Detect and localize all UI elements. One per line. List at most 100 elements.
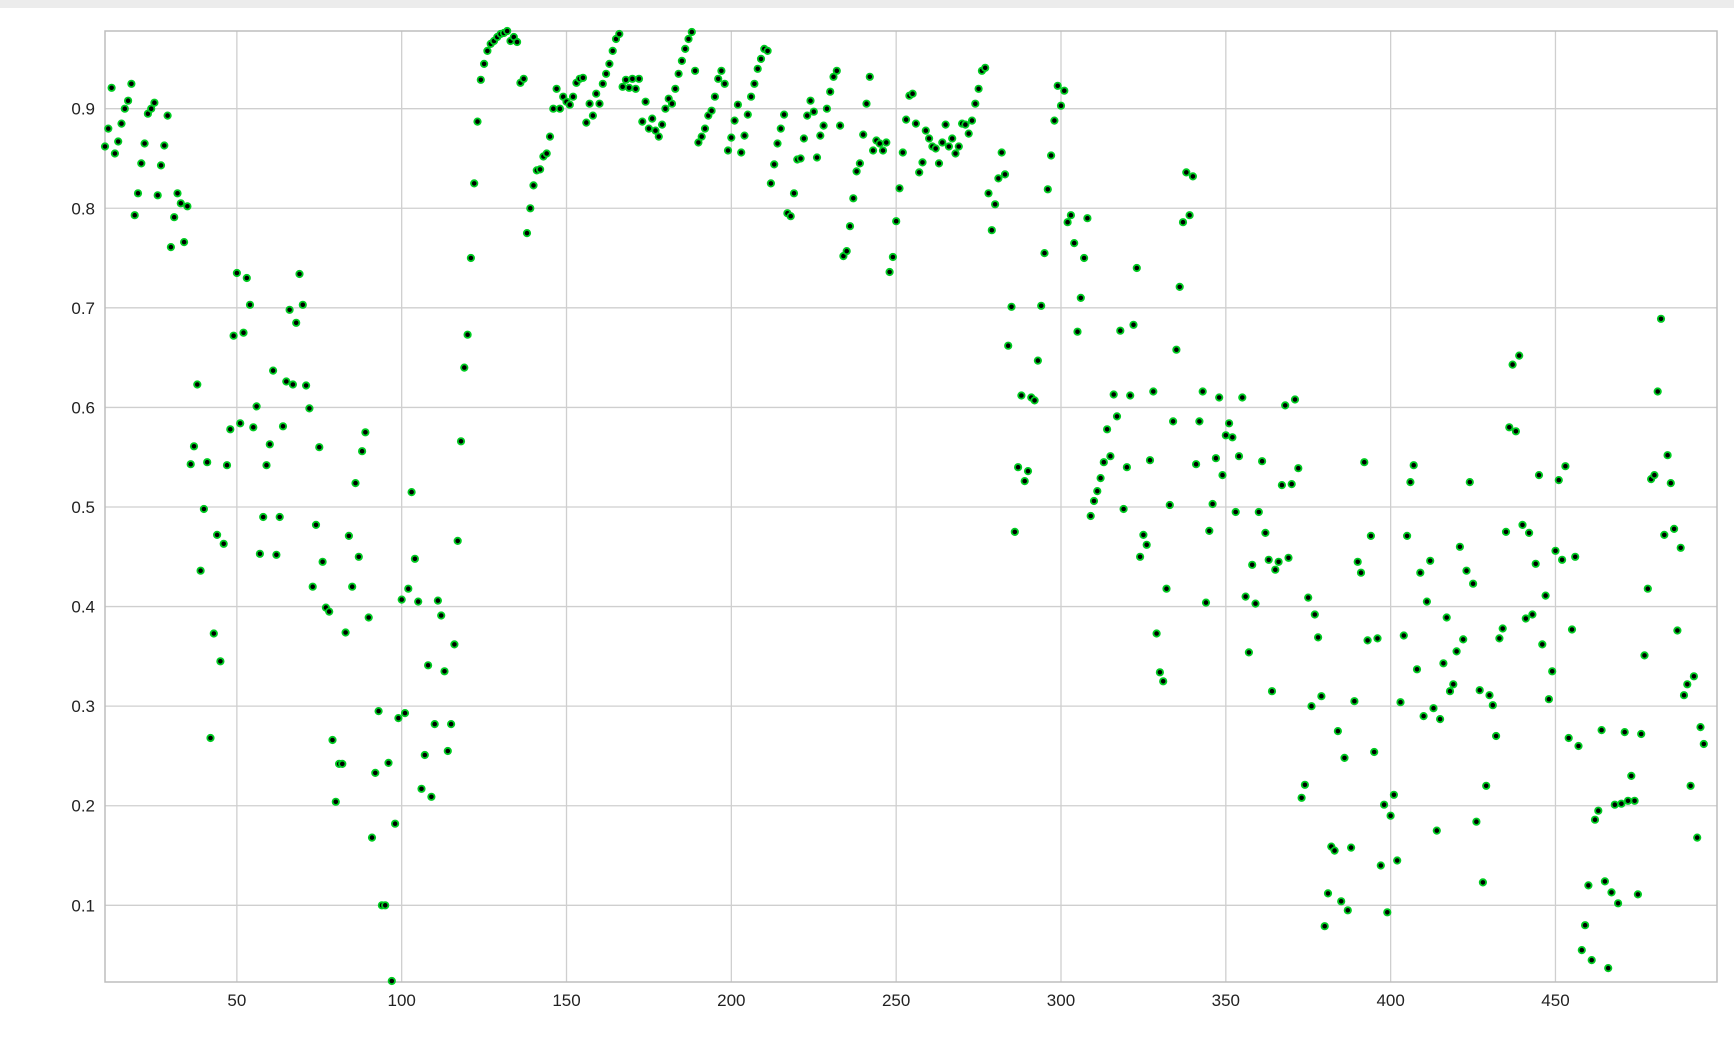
data-point xyxy=(1495,634,1504,643)
data-point xyxy=(285,305,294,314)
data-point xyxy=(1485,691,1494,700)
data-point xyxy=(1548,667,1557,676)
data-point xyxy=(1623,796,1633,805)
data-point xyxy=(456,437,466,446)
data-point xyxy=(918,158,927,167)
data-point xyxy=(1017,391,1026,400)
data-point xyxy=(1020,476,1029,486)
data-point xyxy=(295,269,304,279)
data-point xyxy=(173,189,182,198)
data-point xyxy=(1261,528,1270,538)
data-point xyxy=(1053,81,1062,90)
data-point xyxy=(1699,739,1708,749)
data-point xyxy=(1244,648,1254,657)
data-point xyxy=(753,64,762,73)
data-point xyxy=(1096,473,1105,483)
data-point xyxy=(1172,345,1181,354)
data-point xyxy=(216,657,225,666)
data-point xyxy=(578,73,588,82)
x-tick-label: 450 xyxy=(1541,991,1569,1010)
data-point xyxy=(1013,463,1023,472)
data-point xyxy=(786,212,795,221)
data-point xyxy=(1010,527,1019,537)
data-point xyxy=(1511,427,1521,436)
data-point xyxy=(400,708,410,718)
data-point xyxy=(463,330,472,339)
data-point xyxy=(1109,390,1118,399)
data-point xyxy=(743,110,752,119)
data-point xyxy=(898,148,907,157)
data-point xyxy=(384,758,393,768)
data-point xyxy=(140,139,149,148)
data-point xyxy=(315,443,324,452)
data-point xyxy=(407,487,416,497)
data-point xyxy=(387,976,396,986)
data-point xyxy=(1063,218,1072,227)
data-point xyxy=(1323,889,1333,898)
data-point xyxy=(842,247,851,256)
data-point xyxy=(1676,543,1685,552)
data-point xyxy=(1145,456,1155,465)
data-point xyxy=(1175,282,1184,291)
data-point xyxy=(961,120,970,129)
data-point xyxy=(585,99,594,108)
data-point xyxy=(1627,771,1636,781)
data-point xyxy=(1416,568,1425,577)
data-point xyxy=(394,713,403,723)
data-point xyxy=(1126,391,1135,400)
data-point xyxy=(180,238,189,247)
data-point xyxy=(1307,702,1316,711)
data-point xyxy=(1656,314,1666,323)
data-point xyxy=(311,520,321,530)
data-point xyxy=(789,189,799,198)
scatter-chart: 50 100 150 200 250 300 350 400 450 0.10.20.30.40… xyxy=(0,8,1734,1054)
data-point xyxy=(189,442,199,451)
data-point xyxy=(628,74,637,83)
data-point xyxy=(1366,531,1376,541)
data-point xyxy=(1333,726,1343,736)
data-point xyxy=(1558,555,1567,564)
data-point xyxy=(446,719,456,729)
data-point xyxy=(1093,486,1102,496)
data-point xyxy=(1267,687,1277,696)
data-point xyxy=(816,131,825,140)
data-point xyxy=(137,159,146,168)
data-point xyxy=(796,154,805,163)
data-point xyxy=(720,79,729,88)
data-point xyxy=(242,273,251,283)
data-point xyxy=(799,134,809,143)
data-point xyxy=(1152,629,1161,638)
data-point xyxy=(1353,557,1362,566)
data-point xyxy=(351,478,360,488)
data-point xyxy=(308,582,317,591)
data-point xyxy=(127,79,136,88)
data-point xyxy=(924,134,934,143)
data-point xyxy=(552,84,561,93)
data-point xyxy=(1231,507,1240,517)
data-point xyxy=(1620,727,1629,737)
data-point xyxy=(549,104,558,113)
data-point xyxy=(1023,466,1033,476)
data-point xyxy=(529,181,538,190)
data-point xyxy=(588,111,598,120)
data-point xyxy=(282,377,291,386)
data-point xyxy=(1452,647,1461,656)
x-tick-label: 150 xyxy=(552,991,580,1010)
data-point xyxy=(1653,387,1662,396)
data-point xyxy=(1264,555,1273,564)
data-point xyxy=(1567,625,1577,634)
data-point xyxy=(107,83,116,92)
data-point xyxy=(1475,686,1484,695)
data-point xyxy=(1380,800,1389,809)
data-point xyxy=(1000,170,1010,179)
data-point xyxy=(895,184,904,193)
data-point xyxy=(199,504,208,514)
data-point xyxy=(100,142,110,151)
data-point xyxy=(921,126,930,135)
y-tick-label: 0.5 xyxy=(71,498,95,517)
data-point xyxy=(203,458,212,467)
data-point xyxy=(1320,922,1329,931)
data-point xyxy=(1188,172,1198,181)
data-point xyxy=(806,96,815,105)
data-point xyxy=(885,267,894,277)
